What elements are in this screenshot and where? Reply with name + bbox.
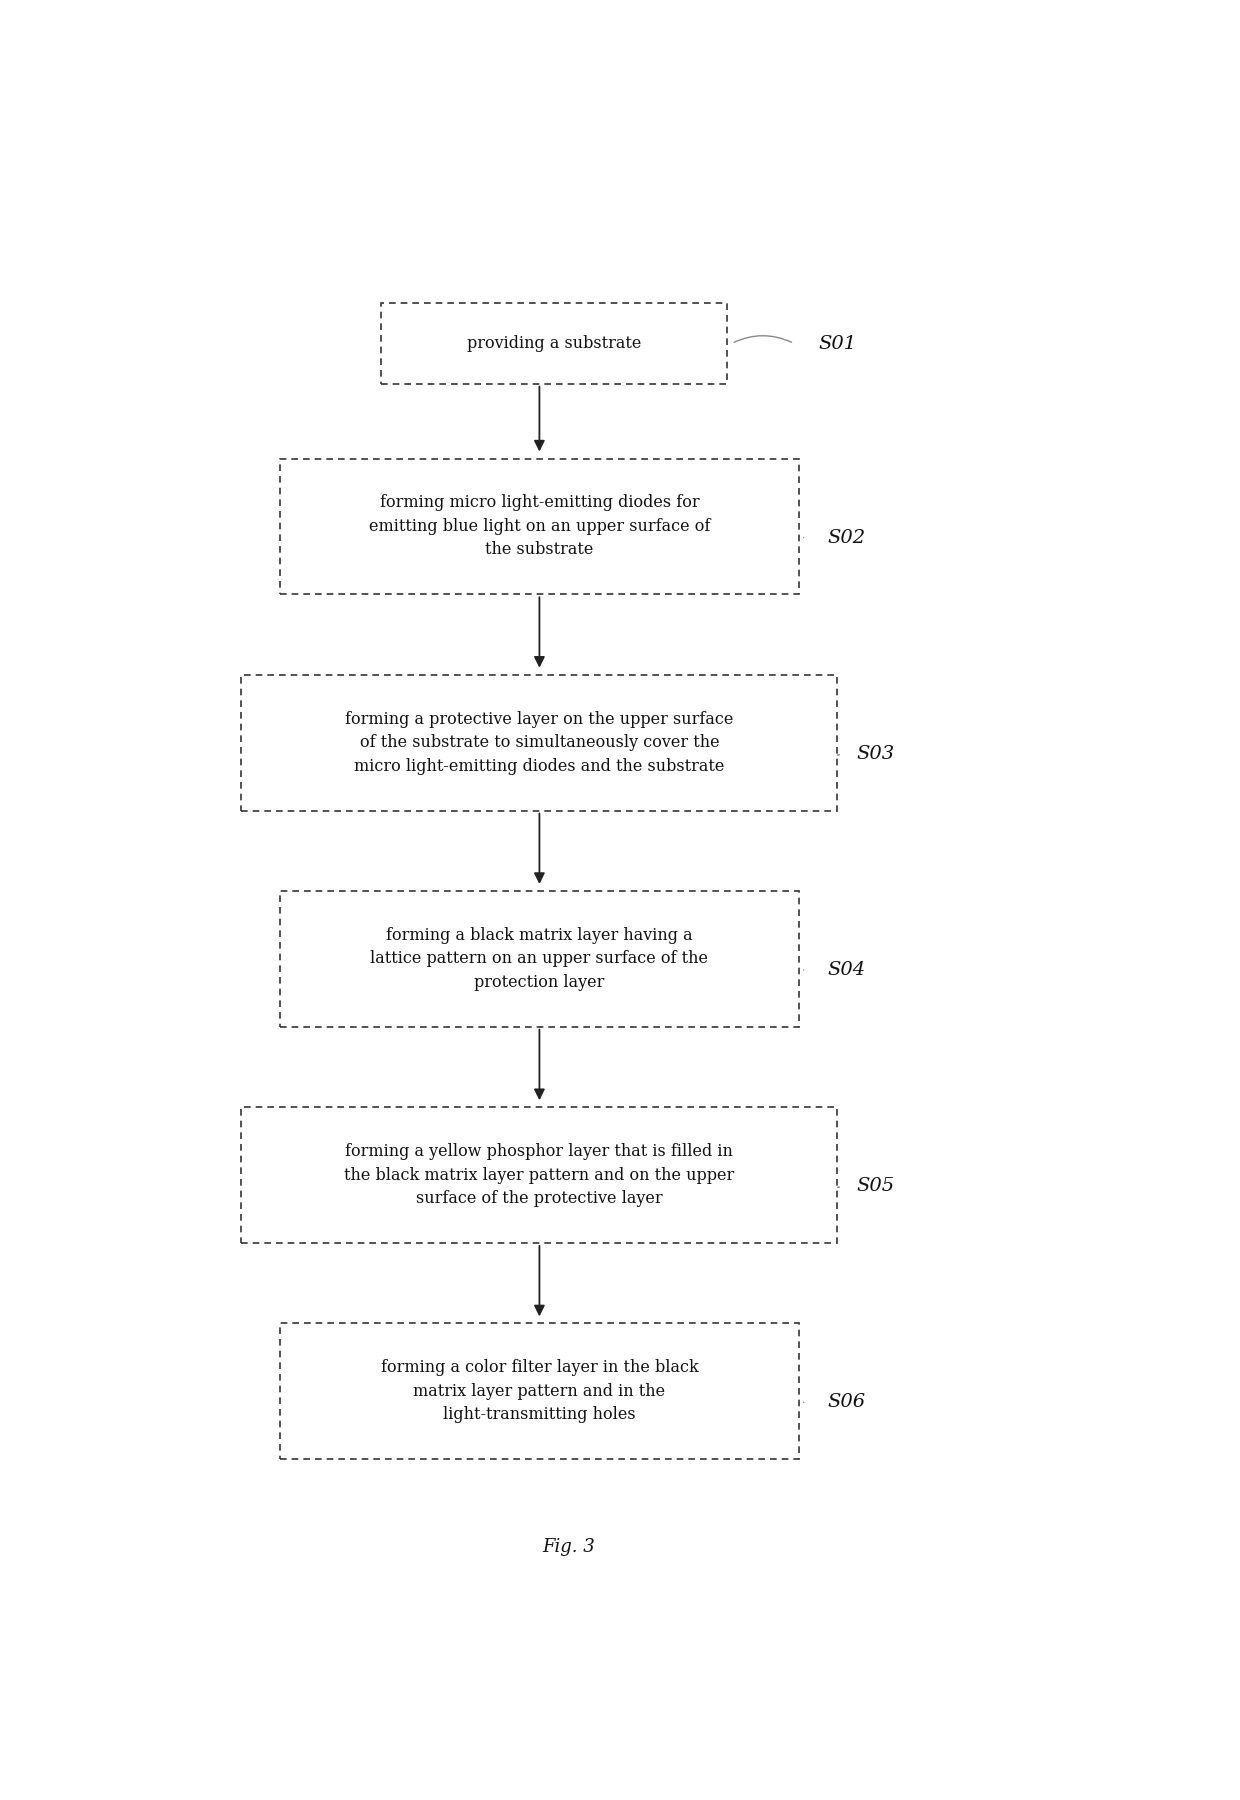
Text: S05: S05: [857, 1177, 894, 1195]
Text: forming a yellow phosphor layer that is filled in
the black matrix layer pattern: forming a yellow phosphor layer that is …: [345, 1143, 734, 1208]
Text: S03: S03: [857, 745, 894, 763]
Bar: [242, 1107, 837, 1244]
Bar: [280, 1323, 799, 1460]
Bar: [242, 675, 837, 810]
Bar: [280, 459, 799, 594]
Text: S06: S06: [828, 1393, 866, 1411]
Text: forming a black matrix layer having a
lattice pattern on an upper surface of the: forming a black matrix layer having a la…: [371, 927, 708, 990]
Bar: [280, 891, 799, 1026]
Text: forming a color filter layer in the black
matrix layer pattern and in the
light-: forming a color filter layer in the blac…: [381, 1359, 698, 1424]
Text: forming a protective layer on the upper surface
of the substrate to simultaneous: forming a protective layer on the upper …: [345, 711, 734, 774]
Text: providing a substrate: providing a substrate: [466, 335, 641, 353]
Text: S02: S02: [828, 529, 866, 547]
Text: S01: S01: [818, 335, 856, 353]
Text: forming micro light-emitting diodes for
emitting blue light on an upper surface : forming micro light-emitting diodes for …: [368, 495, 711, 558]
Text: Fig. 3: Fig. 3: [542, 1537, 595, 1555]
Bar: [381, 304, 727, 383]
Text: S04: S04: [828, 961, 866, 979]
